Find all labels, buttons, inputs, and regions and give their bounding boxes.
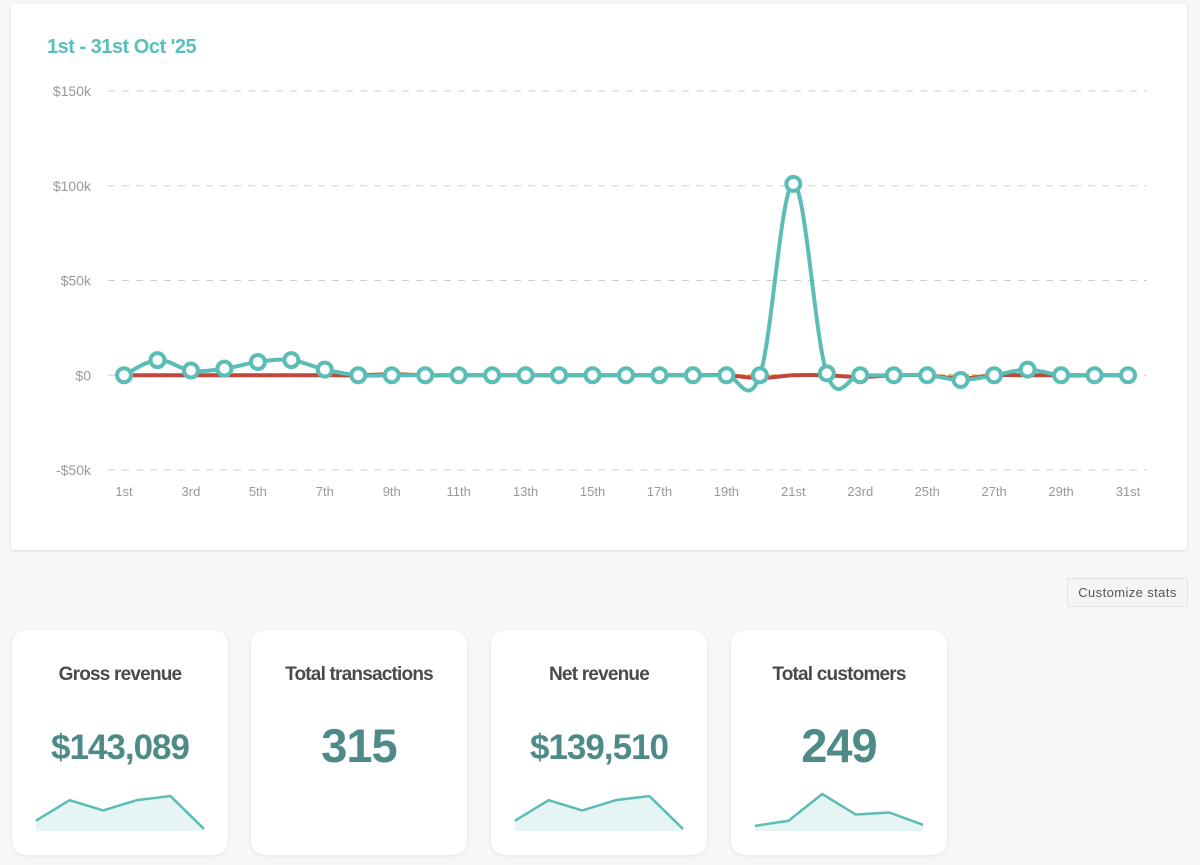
stat-value: $139,510 <box>530 728 669 767</box>
x-tick-label: 27th <box>981 484 1006 499</box>
stat-label: Gross revenue <box>58 664 182 685</box>
y-tick-label: $150k <box>53 83 92 99</box>
sparkline-line <box>754 792 924 828</box>
data-point[interactable] <box>617 366 635 385</box>
y-tick-label: $100k <box>53 178 92 194</box>
x-tick-label: 25th <box>915 484 940 499</box>
data-point[interactable] <box>650 366 669 385</box>
customize-stats-button[interactable]: Customize stats <box>1067 578 1188 607</box>
data-point[interactable] <box>985 366 1004 385</box>
data-point[interactable] <box>717 366 736 385</box>
total-customers-card[interactable]: Total customers 249 <box>731 630 947 855</box>
data-point[interactable] <box>248 352 267 371</box>
x-tick-label: 29th <box>1048 484 1073 499</box>
data-point[interactable] <box>349 366 368 385</box>
y-tick-label: $50k <box>61 273 92 289</box>
x-tick-label: 11th <box>446 484 470 499</box>
data-point[interactable] <box>951 370 970 389</box>
data-point[interactable] <box>115 366 133 385</box>
gross-revenue-card[interactable]: Gross revenue $143,089 <box>12 630 228 855</box>
data-point[interactable] <box>148 351 167 370</box>
data-point[interactable] <box>817 364 836 383</box>
sparkline-line <box>35 794 205 830</box>
data-point[interactable] <box>315 360 334 379</box>
x-tick-label: 17th <box>647 484 672 499</box>
data-point[interactable] <box>583 366 602 385</box>
y-tick-label: -$50k <box>56 462 92 478</box>
data-point[interactable] <box>282 351 301 370</box>
y-tick-label: $0 <box>75 367 91 383</box>
x-tick-label: 5th <box>249 484 267 499</box>
x-tick-label: 3rd <box>182 484 201 499</box>
x-tick-label: 7th <box>316 484 334 499</box>
sparkline-line <box>514 794 684 830</box>
net-revenue-card[interactable]: Net revenue $139,510 <box>491 630 707 855</box>
data-point[interactable] <box>918 366 937 385</box>
sparkline-area <box>36 796 204 831</box>
stat-value: 315 <box>321 719 397 772</box>
data-point[interactable] <box>516 366 535 385</box>
data-point[interactable] <box>784 174 803 193</box>
stat-label: Net revenue <box>549 664 650 685</box>
data-point[interactable] <box>483 366 502 385</box>
total-transactions-card[interactable]: Total transactions 315 <box>251 630 467 855</box>
data-point[interactable] <box>550 366 569 385</box>
data-point[interactable] <box>884 366 903 385</box>
data-point[interactable] <box>851 366 870 385</box>
x-tick-label: 13th <box>513 484 538 499</box>
series-line-primary <box>123 181 1128 393</box>
data-point[interactable] <box>1052 366 1071 385</box>
data-point[interactable] <box>1018 360 1037 379</box>
chart-title: 1st - 31st Oct '25 <box>47 36 197 58</box>
revenue-chart-card: 1st - 31st Oct '25 $150k $100k $50k $0 -$50k… <box>11 4 1187 550</box>
sparkline <box>514 794 684 831</box>
x-tick-label: 23rd <box>847 484 873 499</box>
data-point[interactable] <box>750 366 769 385</box>
x-tick-label: 15th <box>580 484 605 499</box>
stat-label: Total transactions <box>285 664 434 685</box>
revenue-line-chart[interactable]: $150k $100k $50k $0 -$50k 1st 3rd 5th 7th 9th 11th… <box>11 4 1187 550</box>
data-point[interactable] <box>1085 366 1104 385</box>
sparkline-area <box>755 794 923 831</box>
x-tick-label: 9th <box>383 484 401 499</box>
sparkline <box>754 792 924 831</box>
data-point[interactable] <box>215 359 234 378</box>
data-point[interactable] <box>1119 366 1137 385</box>
data-point[interactable] <box>449 366 468 385</box>
x-tick-label: 1st <box>115 484 133 499</box>
stat-value: $143,089 <box>51 728 190 767</box>
data-point[interactable] <box>416 366 435 385</box>
x-tick-label: 31st <box>1116 484 1141 499</box>
sparkline <box>35 794 205 831</box>
x-tick-label: 21st <box>781 484 806 499</box>
data-point[interactable] <box>683 366 702 385</box>
sparkline-area <box>515 796 683 831</box>
x-tick-label: 19th <box>714 484 739 499</box>
stat-value: 249 <box>801 719 877 772</box>
stat-label: Total customers <box>772 664 906 685</box>
data-point[interactable] <box>382 366 401 385</box>
data-point[interactable] <box>181 361 200 380</box>
